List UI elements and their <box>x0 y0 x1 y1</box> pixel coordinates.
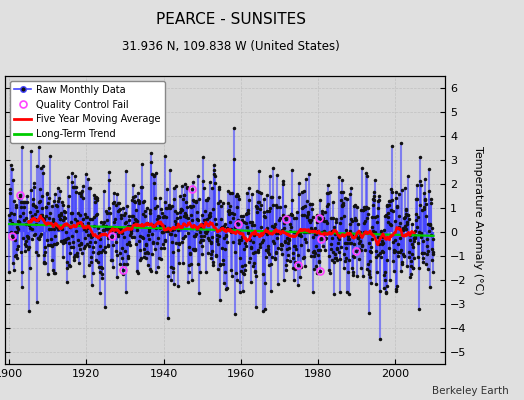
Text: Berkeley Earth: Berkeley Earth <box>432 386 508 396</box>
Text: 31.936 N, 109.838 W (United States): 31.936 N, 109.838 W (United States) <box>122 40 340 53</box>
Y-axis label: Temperature Anomaly (°C): Temperature Anomaly (°C) <box>473 146 484 294</box>
Legend: Raw Monthly Data, Quality Control Fail, Five Year Moving Average, Long-Term Tren: Raw Monthly Data, Quality Control Fail, … <box>10 81 165 143</box>
Text: PEARCE - SUNSITES: PEARCE - SUNSITES <box>156 12 305 27</box>
